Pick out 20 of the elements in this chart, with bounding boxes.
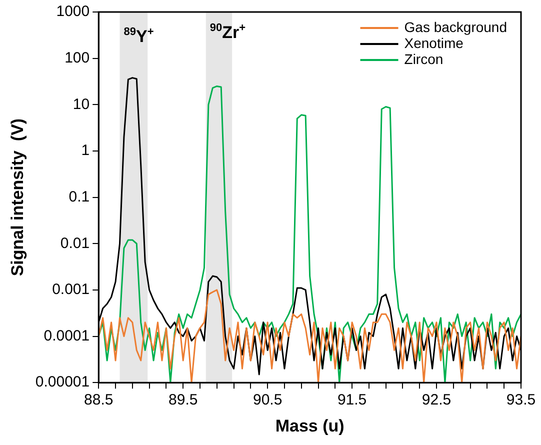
y-tick-label: 10 <box>72 96 90 113</box>
x-tick-label: 89.5 <box>168 392 198 409</box>
legend-label: Gas background <box>404 18 508 35</box>
x-axis-title: Mass (u) <box>275 416 344 436</box>
x-tick-label: 91.5 <box>337 392 367 409</box>
x-tick-label: 92.5 <box>422 392 452 409</box>
y-tick-label: 1 <box>81 142 90 160</box>
legend-label: Xenotime <box>404 34 464 51</box>
y-tick-label: 0.0001 <box>44 327 90 344</box>
legend-label: Zircon <box>404 50 444 67</box>
y-tick-label: 100 <box>64 49 90 66</box>
x-tick-label: 88.5 <box>84 392 114 409</box>
y-tick-label: 0.1 <box>68 188 90 206</box>
x-tick-label: 93.5 <box>506 392 536 409</box>
y-tick-label: 0.00001 <box>35 374 90 391</box>
y-tick-label: 0.01 <box>60 234 90 252</box>
y-tick-label: 1000 <box>56 3 90 20</box>
x-tick-label: 90.5 <box>252 392 282 409</box>
y-axis-title: Signal intensity (V) <box>8 118 27 276</box>
y-tick-label: 0.001 <box>52 281 90 298</box>
